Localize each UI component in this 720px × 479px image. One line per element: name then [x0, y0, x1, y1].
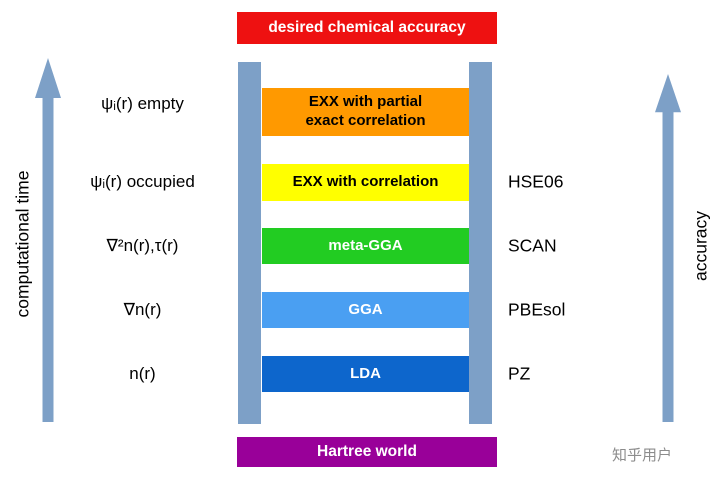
computational-time-axis-label: computational time	[12, 170, 33, 318]
accuracy-axis-label: accuracy	[690, 210, 711, 282]
ladder-rail-left	[238, 62, 261, 424]
up-arrow-icon	[655, 74, 681, 422]
right-label-hse06: HSE06	[508, 171, 564, 192]
left-label-n: n(r)	[129, 364, 156, 383]
left-label-laplacian-tau: ∇²n(r),τ(r)	[106, 236, 179, 255]
rung-meta-gga: meta-GGA	[262, 228, 469, 264]
right-label-pbesol: PBEsol	[508, 299, 566, 320]
rung-gga: GGA	[262, 292, 469, 328]
right-label-scan: SCAN	[508, 235, 557, 256]
left-label-psi-empty: ψᵢ(r) empty	[101, 94, 184, 113]
left-label-gradient-n: ∇n(r)	[123, 300, 162, 319]
up-arrow-icon	[35, 58, 61, 422]
rung-exx-partial-exact-correlation: EXX with partial exact correlation	[262, 88, 469, 136]
rung-exx-with-correlation: EXX with correlation	[262, 164, 469, 201]
watermark-text: 知乎用户	[612, 447, 673, 464]
left-label-psi-occupied: ψᵢ(r) occupied	[90, 172, 195, 191]
right-label-pz: PZ	[508, 363, 531, 384]
rung-lda: LDA	[262, 356, 469, 392]
desired-accuracy-banner: desired chemical accuracy	[237, 12, 497, 44]
ladder-rail-right	[469, 62, 492, 424]
hartree-world-banner: Hartree world	[237, 437, 497, 467]
